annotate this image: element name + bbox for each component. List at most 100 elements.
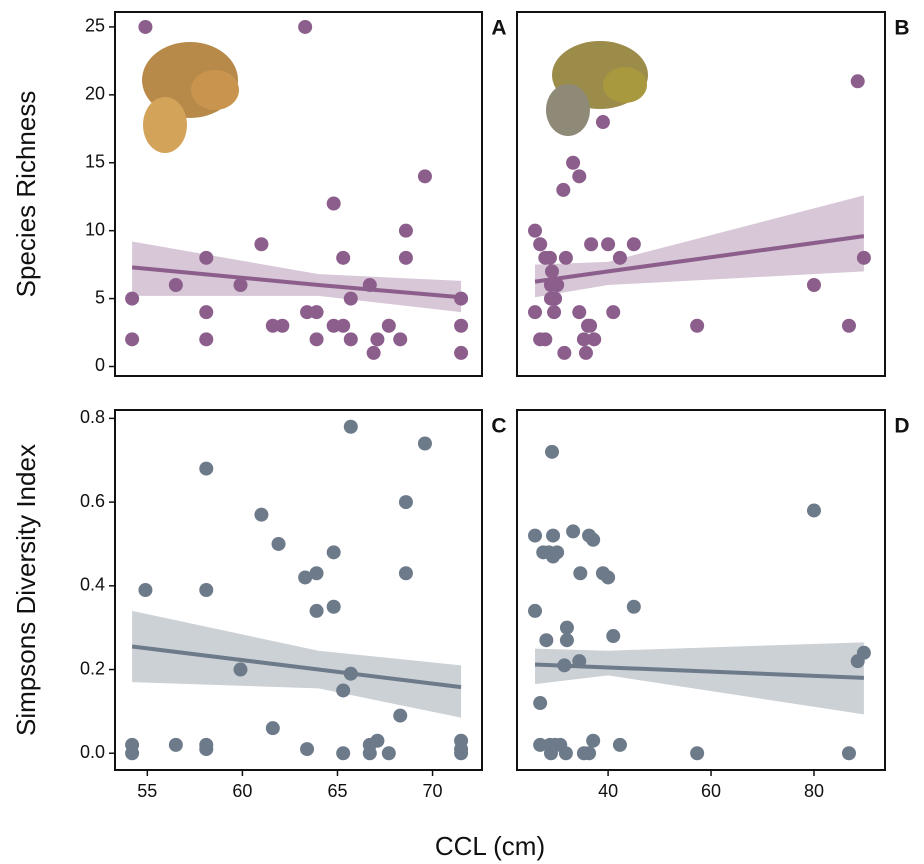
point xyxy=(583,318,598,333)
point xyxy=(381,318,396,333)
point xyxy=(606,629,621,644)
point xyxy=(528,223,543,238)
point xyxy=(841,318,856,333)
point xyxy=(533,237,548,252)
panel-letter: B xyxy=(894,17,909,40)
y-tick-label: 0.0 xyxy=(80,742,105,762)
point xyxy=(566,155,581,170)
point xyxy=(309,332,324,347)
point xyxy=(544,264,559,279)
point xyxy=(233,662,248,677)
panel-frame xyxy=(114,11,483,377)
point xyxy=(326,599,341,614)
point xyxy=(806,503,821,518)
confidence-band xyxy=(132,241,462,313)
point xyxy=(587,332,602,347)
point xyxy=(254,507,269,522)
point xyxy=(856,250,871,265)
point xyxy=(550,278,565,292)
confidence-band xyxy=(535,642,864,715)
point xyxy=(233,278,248,292)
point xyxy=(557,658,572,673)
point xyxy=(138,19,153,34)
point xyxy=(546,528,561,543)
point xyxy=(557,345,572,360)
point xyxy=(298,570,313,585)
y-tick-label: 0.2 xyxy=(80,658,105,678)
point xyxy=(199,250,214,265)
point xyxy=(578,345,593,360)
point xyxy=(558,746,573,761)
point xyxy=(538,332,553,347)
x-axis-label: CCL (cm) xyxy=(435,831,545,861)
point xyxy=(573,566,588,581)
point xyxy=(454,291,469,306)
point xyxy=(326,196,341,211)
point xyxy=(556,182,571,197)
point xyxy=(343,666,358,681)
point xyxy=(559,620,574,635)
panel-frame xyxy=(516,11,886,377)
point xyxy=(370,733,385,748)
y-tick-label: 15 xyxy=(85,152,105,172)
point xyxy=(572,169,587,184)
y-tick-label: 0.6 xyxy=(80,491,105,511)
point xyxy=(550,545,565,560)
point xyxy=(601,570,616,585)
panel-letter: C xyxy=(491,415,506,438)
point xyxy=(199,305,214,320)
x-tick-label: 70 xyxy=(423,781,443,801)
point xyxy=(806,278,821,292)
point xyxy=(362,278,377,292)
trend-line xyxy=(131,644,462,690)
confidence-band xyxy=(132,610,462,718)
x-tick-label: 65 xyxy=(327,781,347,801)
point xyxy=(595,115,610,130)
point xyxy=(582,746,597,761)
point xyxy=(612,250,627,265)
point xyxy=(309,603,324,618)
panel-frame xyxy=(516,409,886,771)
point xyxy=(199,583,214,597)
point xyxy=(199,332,214,347)
point xyxy=(343,332,358,347)
point xyxy=(199,461,214,476)
point xyxy=(533,737,548,752)
point xyxy=(298,19,313,34)
point xyxy=(528,305,543,320)
point xyxy=(199,742,214,757)
point xyxy=(393,332,408,347)
y-tick-label: 0.8 xyxy=(80,407,105,427)
y-tick-label: 0.4 xyxy=(80,575,105,595)
x-tick-label: 80 xyxy=(804,781,824,801)
y-tick-label: 0 xyxy=(95,355,105,375)
x-tick-label: 55 xyxy=(137,781,157,801)
x-tick-label: 40 xyxy=(598,781,618,801)
point xyxy=(454,746,469,761)
y-tick-label: 25 xyxy=(85,16,105,36)
point xyxy=(690,318,705,333)
turtle-illustration xyxy=(142,42,239,153)
point xyxy=(398,250,413,265)
point xyxy=(533,696,548,711)
point xyxy=(398,495,413,510)
point xyxy=(362,746,377,761)
panel-letter: D xyxy=(894,415,909,438)
point xyxy=(542,250,557,265)
trend-line xyxy=(534,234,865,284)
point xyxy=(626,599,641,614)
point xyxy=(528,603,543,618)
point xyxy=(336,250,351,265)
point xyxy=(586,532,601,547)
point xyxy=(370,332,385,347)
point xyxy=(398,223,413,238)
point xyxy=(612,737,627,752)
y-tick-label: 10 xyxy=(85,219,105,239)
turtle-illustration xyxy=(546,41,648,136)
y-tick-label: 20 xyxy=(85,84,105,104)
point xyxy=(138,583,153,597)
point xyxy=(454,345,469,360)
point xyxy=(381,746,396,761)
point xyxy=(558,250,573,265)
point xyxy=(606,305,621,320)
